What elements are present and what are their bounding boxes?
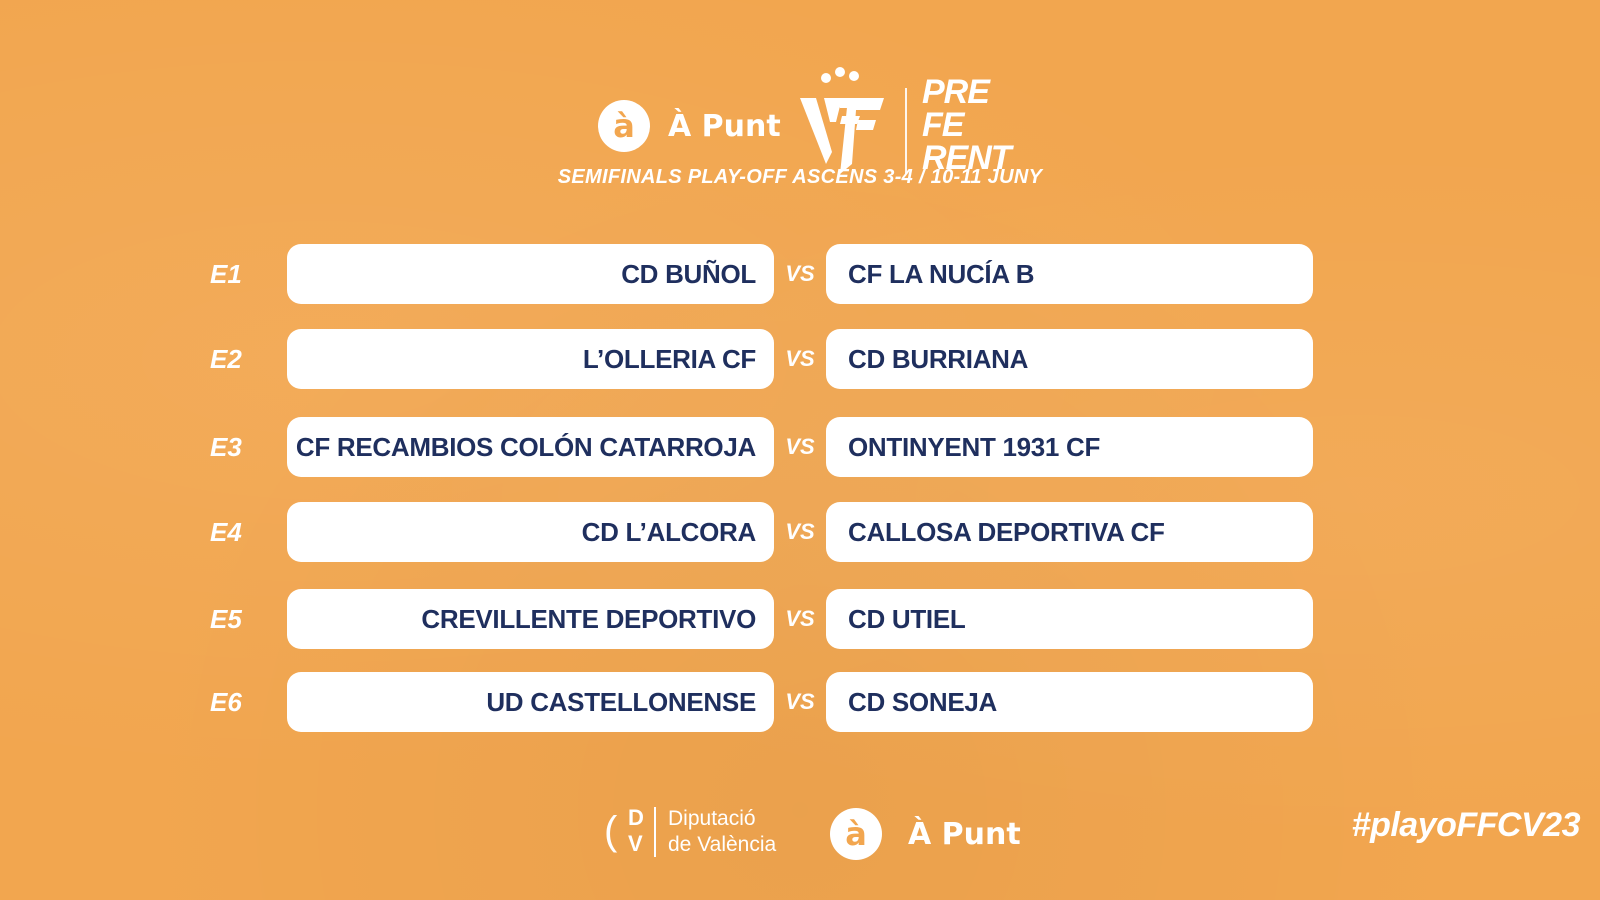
home-team: CD L’ALCORA [287, 502, 774, 562]
away-team: CD BURRIANA [826, 329, 1313, 389]
dv-mark-v: V [628, 831, 643, 856]
home-team: CD BUÑOL [287, 244, 774, 304]
ffcv-crest-icon [800, 67, 884, 174]
away-team: CF LA NUCÍA B [826, 244, 1313, 304]
home-team: L’OLLERIA CF [287, 329, 774, 389]
competition-logo: PRE FE RENT [922, 73, 1012, 177]
diputacio-line: Diputació [668, 807, 756, 830]
competition-line: FE [922, 106, 964, 144]
header-divider [905, 88, 907, 174]
apunt-label: À Punt [668, 108, 781, 144]
match-code: E2 [210, 343, 242, 374]
dv-mark-bracket: ( [604, 809, 618, 853]
apunt-logo: à À Punt [598, 100, 781, 152]
vs-label: VS [785, 606, 815, 631]
away-team: CD UTIEL [826, 589, 1313, 649]
diputacio-line: de València [668, 833, 777, 856]
away-team: CD SONEJA [826, 672, 1313, 732]
match-code: E3 [210, 431, 242, 462]
home-team: CF RECAMBIOS COLÓN CATARROJA [287, 417, 774, 477]
match-code: E6 [210, 686, 242, 717]
vs-label: VS [785, 261, 815, 286]
match-code: E1 [210, 258, 242, 289]
diputacio-mark-icon: ( D V [604, 805, 648, 857]
footer-apunt-logo: à À Punt [830, 808, 1021, 860]
match-row: E5 CREVILLENTE DEPORTIVO VS CD UTIEL [0, 589, 1600, 649]
away-team: ONTINYENT 1931 CF [826, 417, 1313, 477]
vs-label: VS [785, 434, 815, 459]
match-row: E1 CD BUÑOL VS CF LA NUCÍA B [0, 244, 1600, 304]
match-row: E3 CF RECAMBIOS COLÓN CATARROJA VS ONTIN… [0, 417, 1600, 477]
home-team: UD CASTELLONENSE [287, 672, 774, 732]
vs-label: VS [785, 346, 815, 371]
match-row: E4 CD L’ALCORA VS CALLOSA DEPORTIVA CF [0, 502, 1600, 562]
match-row: E6 UD CASTELLONENSE VS CD SONEJA [0, 672, 1600, 732]
match-row: E2 L’OLLERIA CF VS CD BURRIANA [0, 329, 1600, 389]
competition-line: PRE [922, 73, 990, 111]
diputacio-logo: ( D V Diputació de València [604, 805, 776, 858]
match-code: E4 [210, 516, 242, 547]
away-team: CALLOSA DEPORTIVA CF [826, 502, 1313, 562]
competition-line: RENT [922, 139, 1012, 177]
dv-mark-d: D [628, 805, 644, 830]
vs-label: VS [785, 519, 815, 544]
home-team: CREVILLENTE DEPORTIVO [287, 589, 774, 649]
header: à À Punt PRE FE RENT [0, 30, 1600, 200]
match-code: E5 [210, 603, 242, 634]
page-subtitle: SEMIFINALS PLAY-OFF ASCENS 3-4 / 10-11 J… [557, 166, 1043, 188]
vs-label: VS [785, 689, 815, 714]
apunt-label: À Punt [908, 816, 1021, 852]
apunt-icon: à [598, 100, 650, 152]
diputacio-text: Diputació de València [668, 806, 776, 858]
apunt-icon: à [830, 808, 882, 860]
hashtag: #playoFFCV23 [1351, 806, 1581, 844]
diputacio-divider [654, 807, 656, 857]
